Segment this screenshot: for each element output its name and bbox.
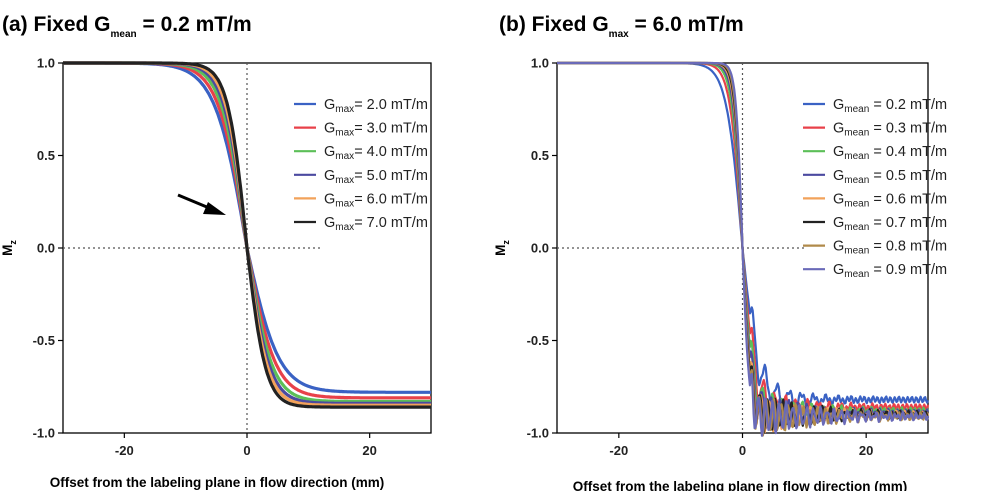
panel-b-series-group (556, 61, 930, 437)
panel-a-ytick-label: 0.5 (37, 148, 55, 163)
panel-a-xtick-label: 20 (362, 443, 376, 458)
panel-b-legend-label: Gmean = 0.8 mT/m (833, 239, 947, 257)
panel-a-legend-label: Gmax= 2.0 mT/m (324, 97, 428, 115)
panel-a-legend-label: Gmax= 6.0 mT/m (324, 191, 428, 209)
panel-b-xlabel: Offset from the labeling plane in flow d… (573, 479, 908, 491)
panel-a-xtick-label: -20 (115, 443, 134, 458)
panel-b-ytick-label: 0.0 (531, 241, 549, 256)
panel-b-ytick-label: -1.0 (527, 426, 549, 441)
arrow-annotation (177, 193, 226, 215)
panel-b-legend-label: Gmean = 0.3 mT/m (833, 121, 947, 139)
panel-b-legend-label: Gmean = 0.6 mT/m (833, 191, 947, 209)
panel-a-ylabel: Mz (0, 240, 18, 256)
panel-b-legend-label: Gmean = 0.4 mT/m (833, 144, 947, 162)
panel-a-legend-label: Gmax= 5.0 mT/m (324, 168, 428, 186)
panel-a-series-group (62, 61, 432, 433)
panel-a-legend-label: Gmax= 3.0 mT/m (324, 121, 428, 139)
panel-a-ytick-label: -0.5 (33, 333, 55, 348)
panel-b-legend-label: Gmean = 0.5 mT/m (833, 168, 947, 186)
panel-b-ticks: 1.0 0.5 0.0 -0.5 -1.0 -20 0 20 (527, 56, 874, 459)
panel-a-ytick-label: 0.0 (37, 241, 55, 256)
panel-b-ytick-label: 1.0 (531, 56, 549, 71)
panel-a-xlabel: Offset from the labeling plane in flow d… (50, 475, 385, 490)
panel-b-xtick-label: 20 (859, 443, 873, 458)
panel-a-legend: Gmax= 2.0 mT/m Gmax= 3.0 mT/m Gmax= 4.0 mT… (294, 97, 428, 233)
panel-a-xtick-label: 0 (243, 443, 250, 458)
panel-a: (a) Fixed Gmean = 0.2 mT/m 1.0 0.5 0.0 -0.5… (0, 13, 432, 490)
panel-b-legend-label: Gmean = 0.2 mT/m (833, 97, 947, 115)
panel-b: (b) Fixed Gmax = 6.0 mT/m 1.0 0.5 0.0 -0.5 -… (493, 13, 947, 491)
panel-a-ytick-label: -1.0 (33, 426, 55, 441)
panel-b-xtick-label: 0 (739, 443, 746, 458)
panel-b-ytick-label: -0.5 (527, 333, 549, 348)
panel-b-title: (b) Fixed Gmax = 6.0 mT/m (499, 13, 744, 40)
panel-b-series-8 (556, 61, 930, 437)
panel-b-xtick-label: -20 (609, 443, 628, 458)
panel-a-ytick-label: 1.0 (37, 56, 55, 71)
panel-a-series-6 (62, 61, 432, 409)
panel-b-legend-label: Gmean = 0.9 mT/m (833, 262, 947, 280)
panel-a-title: (a) Fixed Gmean = 0.2 mT/m (2, 13, 252, 40)
panel-b-ytick-label: 0.5 (531, 148, 549, 163)
panel-b-ylabel: Mz (493, 240, 511, 256)
panel-a-legend-label: Gmax= 4.0 mT/m (324, 144, 428, 162)
panel-a-ticks: 1.0 0.5 0.0 -0.5 -1.0 -20 0 20 (33, 56, 377, 459)
panel-a-legend-label: Gmax= 7.0 mT/m (324, 215, 428, 233)
panel-b-legend: Gmean = 0.2 mT/m Gmean = 0.3 mT/m Gmean = … (803, 97, 947, 280)
panel-b-legend-label: Gmean = 0.7 mT/m (833, 215, 947, 233)
